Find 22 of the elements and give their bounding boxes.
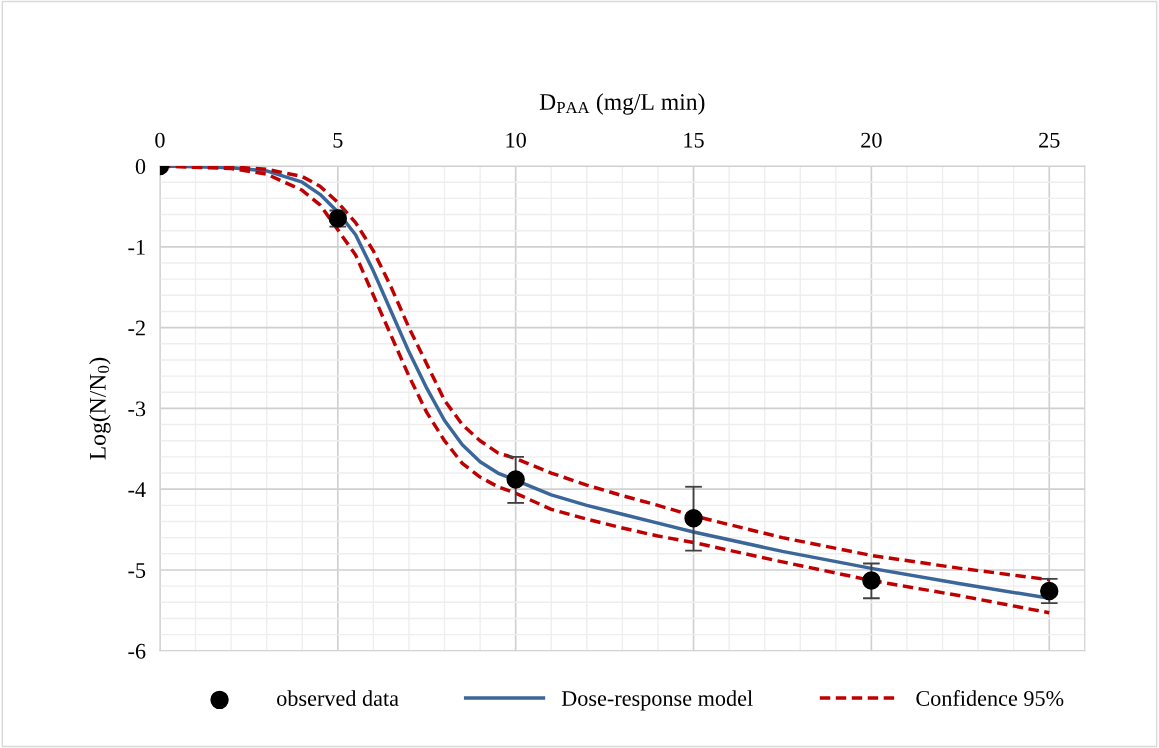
x-tick-label: 20 [861,132,882,148]
legend-label: Dose-response model [561,690,753,711]
point [862,571,881,590]
y-tick-label: -5 [128,563,146,578]
y-axis-title: Log(N/N$_{0}$) [89,357,111,460]
y-tick-label: -1 [128,239,145,255]
legend-label: Confidence 95% [916,690,1064,706]
y-tick-label: 0 [135,158,146,174]
y-tick-label: -3 [128,401,146,417]
x-tick-label: 15 [684,132,704,148]
point [684,509,703,528]
legend-label: observed data [277,690,399,706]
x-tick-label: 5 [333,132,343,148]
point [506,470,525,489]
point [1040,581,1059,601]
y-tick-label: -2 [128,320,145,336]
x-axis-title: D$_{PAA}$ (mg/L min) [539,93,705,115]
x-tick-label: 0 [155,132,165,148]
x-tick-label: 10 [506,132,526,148]
x-tick-label: 25 [1039,132,1060,148]
y-tick-label: -4 [128,482,146,497]
y-tick-label: -6 [128,643,146,659]
